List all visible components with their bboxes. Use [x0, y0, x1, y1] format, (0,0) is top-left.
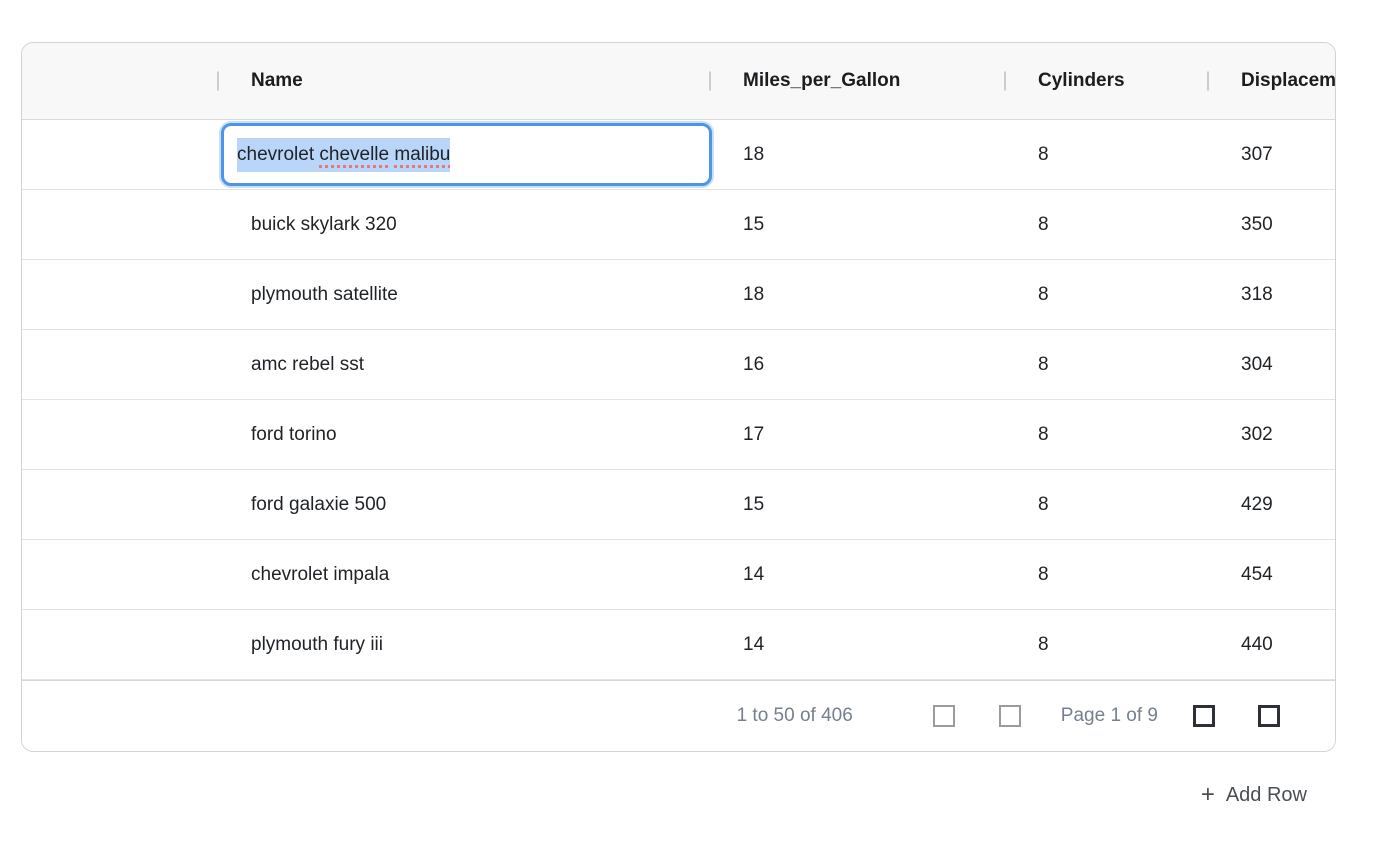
- last-page-icon[interactable]: [1258, 705, 1280, 727]
- mpg-cell[interactable]: 18: [743, 283, 765, 305]
- header-cell-miles-per-gallon[interactable]: Miles_per_Gallon: [709, 43, 1004, 119]
- blank-cell[interactable]: [22, 260, 217, 329]
- cylinders-cell[interactable]: 8: [1038, 143, 1049, 165]
- name-cell-editing: chevrolet chevelle malibu: [217, 120, 712, 189]
- table-row: plymouth fury iii 14 8 440: [22, 610, 1335, 680]
- header-cell-displacement[interactable]: Displacement: [1207, 43, 1336, 119]
- cylinders-cell[interactable]: 8: [1038, 563, 1049, 585]
- table-row: plymouth satellite 18 8 318: [22, 260, 1335, 330]
- blank-cell[interactable]: [22, 540, 217, 609]
- previous-page-icon[interactable]: [998, 705, 1021, 727]
- table-row: chevrolet impala 14 8 454: [22, 540, 1335, 610]
- column-separator: [1004, 71, 1006, 91]
- displacement-cell[interactable]: 454: [1241, 563, 1273, 585]
- add-row-button[interactable]: + Add Row: [1201, 783, 1307, 807]
- name-cell[interactable]: plymouth fury iii: [251, 633, 383, 655]
- page-indicator: Page 1 of 9: [1060, 705, 1158, 726]
- displacement-cell[interactable]: 350: [1241, 213, 1273, 235]
- displacement-cell[interactable]: 307: [1241, 143, 1273, 165]
- table-row: amc rebel sst 16 8 304: [22, 330, 1335, 400]
- name-cell[interactable]: amc rebel sst: [251, 353, 364, 375]
- grid-header-row: Name Miles_per_Gallon Cylinders Displace…: [22, 43, 1335, 120]
- mpg-cell[interactable]: 17: [743, 423, 765, 445]
- cylinders-cell[interactable]: 8: [1038, 423, 1049, 445]
- displacement-cell[interactable]: 318: [1241, 283, 1273, 305]
- cylinders-cell[interactable]: 8: [1038, 633, 1049, 655]
- table-row: ford galaxie 500 15 8 429: [22, 470, 1335, 540]
- column-separator: [709, 71, 711, 91]
- name-cell[interactable]: ford galaxie 500: [251, 493, 387, 515]
- header-label: Cylinders: [1038, 70, 1125, 91]
- pagination-bar: 1 to 50 of 406 Page 1 of 9: [22, 680, 1335, 751]
- cylinders-cell[interactable]: 8: [1038, 283, 1049, 305]
- header-cell-cylinders[interactable]: Cylinders: [1004, 43, 1207, 119]
- cylinders-cell[interactable]: 8: [1038, 493, 1049, 515]
- displacement-cell[interactable]: 304: [1241, 353, 1273, 375]
- header-label: Displacement: [1241, 70, 1336, 91]
- first-page-icon[interactable]: [932, 705, 955, 727]
- blank-cell[interactable]: [22, 470, 217, 539]
- name-cell[interactable]: plymouth satellite: [251, 283, 398, 305]
- header-label: Miles_per_Gallon: [743, 70, 901, 91]
- cylinders-cell[interactable]: 8: [1038, 353, 1049, 375]
- name-cell[interactable]: ford torino: [251, 423, 337, 445]
- header-label: Name: [251, 70, 303, 91]
- blank-cell[interactable]: [22, 610, 217, 679]
- header-cell-blank: [22, 43, 217, 119]
- header-cell-name[interactable]: Name: [217, 43, 709, 119]
- blank-cell[interactable]: [22, 400, 217, 469]
- displacement-cell[interactable]: 302: [1241, 423, 1273, 445]
- mpg-cell[interactable]: 18: [743, 143, 765, 165]
- cylinders-cell[interactable]: 8: [1038, 213, 1049, 235]
- name-cell[interactable]: chevrolet impala: [251, 563, 390, 585]
- column-separator: [1207, 71, 1209, 91]
- mpg-cell[interactable]: 14: [743, 633, 765, 655]
- mpg-cell[interactable]: 14: [743, 563, 765, 585]
- selected-text: chevrolet chevelle malibu: [237, 137, 451, 172]
- mpg-cell[interactable]: 16: [743, 353, 765, 375]
- displacement-cell[interactable]: 429: [1241, 493, 1273, 515]
- blank-cell[interactable]: [22, 330, 217, 399]
- mpg-cell[interactable]: 15: [743, 213, 765, 235]
- column-separator: [217, 71, 219, 91]
- mpg-cell[interactable]: 15: [743, 493, 765, 515]
- add-row-label: Add Row: [1225, 783, 1307, 806]
- displacement-cell[interactable]: 440: [1241, 633, 1273, 655]
- name-cell[interactable]: buick skylark 320: [251, 213, 397, 235]
- table-row: chevrolet chevelle malibu 18 8 307: [22, 120, 1335, 190]
- row-range-summary: 1 to 50 of 406: [736, 705, 853, 726]
- blank-cell[interactable]: [22, 190, 217, 259]
- table-row: buick skylark 320 15 8 350: [22, 190, 1335, 260]
- blank-cell[interactable]: [22, 120, 217, 189]
- cell-edit-input[interactable]: chevrolet chevelle malibu: [221, 123, 712, 186]
- table-row: ford torino 17 8 302: [22, 400, 1335, 470]
- data-grid: Name Miles_per_Gallon Cylinders Displace…: [21, 42, 1336, 752]
- next-page-icon[interactable]: [1193, 705, 1215, 727]
- plus-icon: +: [1200, 781, 1215, 808]
